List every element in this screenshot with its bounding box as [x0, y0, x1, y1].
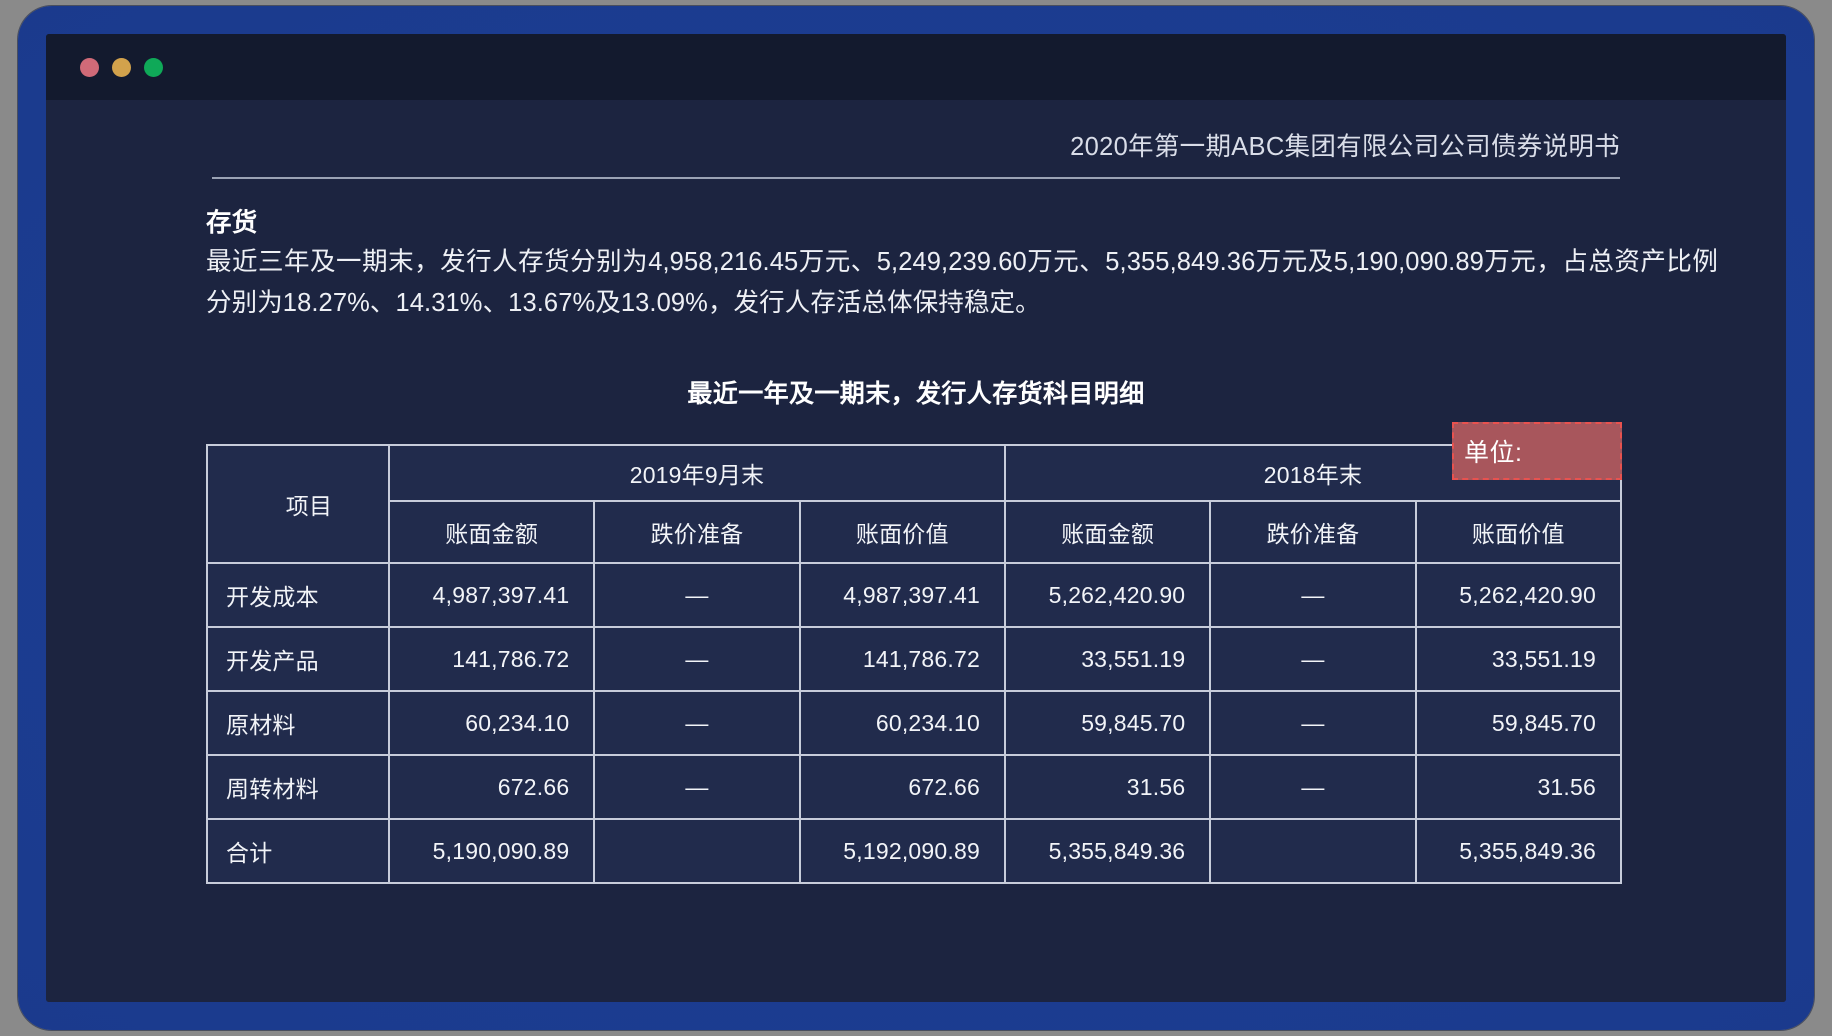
- section-paragraph: 最近三年及一期末，发行人存货分别为4,958,216.45万元、5,249,23…: [206, 247, 1718, 317]
- row-label: 合计: [206, 818, 390, 885]
- table-header-row-sub: 账面金额 跌价准备 账面价值 账面金额 跌价准备 账面价值: [207, 500, 1623, 565]
- header-divider: [212, 176, 1620, 179]
- header-group-2019: 2019年9月末: [388, 444, 1006, 503]
- cell-dash: —: [593, 754, 801, 821]
- table-row: 开发成本 4,987,397.41—4,987,397.41 5,262,420.9…: [206, 562, 1623, 629]
- cell-dash: —: [1209, 754, 1417, 821]
- cell-value: 5,192,090.89: [798, 818, 1006, 885]
- cell-value: 59,845.70: [1003, 690, 1212, 757]
- close-button[interactable]: [80, 57, 99, 77]
- table-row: 原材料 60,234.10—60,234.10 59,845.70—59,845.7…: [206, 690, 1623, 757]
- cell-dash: —: [1209, 690, 1417, 757]
- document-surface: 2020年第一期ABC集团有限公司公司债券说明书 存货 最近三年及一期末，发行人…: [46, 100, 1786, 1002]
- cell-value: 60,234.10: [798, 690, 1006, 757]
- cell-value: 59,845.70: [1414, 690, 1623, 757]
- inventory-table: 项目 2019年9月末 2018年末 账面金额 跌价准备 账面价值 账面金额 跌…: [206, 444, 1623, 885]
- cell-value: 5,190,090.89: [387, 818, 596, 885]
- cell-dash: —: [593, 562, 801, 629]
- cell-value: 672.66: [798, 754, 1006, 821]
- cell-value: 141,786.72: [387, 626, 596, 693]
- cell-value: 5,355,849.36: [1414, 818, 1623, 885]
- header-2019-book-value: 账面价值: [798, 500, 1006, 565]
- table-row: 开发产品 141,786.72—141,786.72 33,551.19—33,55…: [206, 626, 1623, 693]
- table-row: 合计 5,190,090.89 5,192,090.89 5,355,849.36 5,…: [206, 818, 1623, 885]
- application-window: 2020年第一期ABC集团有限公司公司债券说明书 存货 最近三年及一期末，发行人…: [46, 34, 1786, 1002]
- header-2018-impairment: 跌价准备: [1209, 500, 1417, 565]
- running-header-title: 2020年第一期ABC集团有限公司公司债券说明书: [1070, 133, 1620, 161]
- cell-value: 31.56: [1414, 754, 1623, 821]
- document-running-header: 2020年第一期ABC集团有限公司公司债券说明书: [96, 100, 1736, 163]
- row-label: 开发产品: [206, 626, 390, 693]
- cell-dash: —: [593, 626, 801, 693]
- header-2018-book-value: 账面价值: [1414, 500, 1623, 565]
- header-item: 项目: [206, 444, 390, 565]
- maximize-button[interactable]: [144, 57, 163, 77]
- cell-dash: —: [1209, 562, 1417, 629]
- header-2018-book-amount: 账面金额: [1003, 500, 1212, 565]
- cell-dash: —: [1209, 626, 1417, 693]
- row-label: 原材料: [206, 690, 390, 757]
- cell-value: 33,551.19: [1003, 626, 1212, 693]
- cell-value: 5,262,420.90: [1003, 562, 1212, 629]
- cell-value: 141,786.72: [798, 626, 1006, 693]
- cell-value: 5,262,420.90: [1414, 562, 1623, 629]
- window-titlebar: [46, 34, 1786, 100]
- minimize-button[interactable]: [112, 57, 131, 77]
- table-caption: 最近一年及一期末，发行人存货科目明细: [687, 380, 1145, 409]
- cell-value: 60,234.10: [387, 690, 596, 757]
- table-head: 项目 2019年9月末 2018年末 账面金额 跌价准备 账面价值 账面金额 跌…: [206, 444, 1623, 565]
- table-row: 周转材料 672.66—672.66 31.56—31.56: [206, 754, 1623, 821]
- section-heading: 存货: [206, 208, 258, 237]
- window-controls: [80, 57, 163, 77]
- row-label: 周转材料: [206, 754, 390, 821]
- unit-badge: 单位:: [1452, 422, 1622, 481]
- table-body: 开发成本 4,987,397.41—4,987,397.41 5,262,420.9…: [206, 562, 1623, 885]
- cell-value: 672.66: [387, 754, 596, 821]
- cell-value: 33,551.19: [1414, 626, 1623, 693]
- header-2019-book-amount: 账面金额: [387, 500, 596, 565]
- table-header-row-group: 项目 2019年9月末 2018年末: [206, 444, 1623, 565]
- header-2019-impairment: 跌价准备: [593, 500, 801, 565]
- cell-empty: [593, 818, 801, 885]
- cell-value: 5,355,849.36: [1003, 818, 1212, 885]
- cell-value: 4,987,397.41: [798, 562, 1006, 629]
- cell-value: 31.56: [1003, 754, 1212, 821]
- row-label: 开发成本: [206, 562, 390, 629]
- document-body: 存货 最近三年及一期末，发行人存货分别为4,958,216.45万元、5,249…: [206, 205, 1718, 325]
- cell-empty: [1209, 818, 1417, 885]
- cell-value: 4,987,397.41: [387, 562, 596, 629]
- cell-dash: —: [593, 690, 801, 757]
- inventory-table-container: 项目 2019年9月末 2018年末 账面金额 跌价准备 账面价值 账面金额 跌…: [206, 444, 1623, 885]
